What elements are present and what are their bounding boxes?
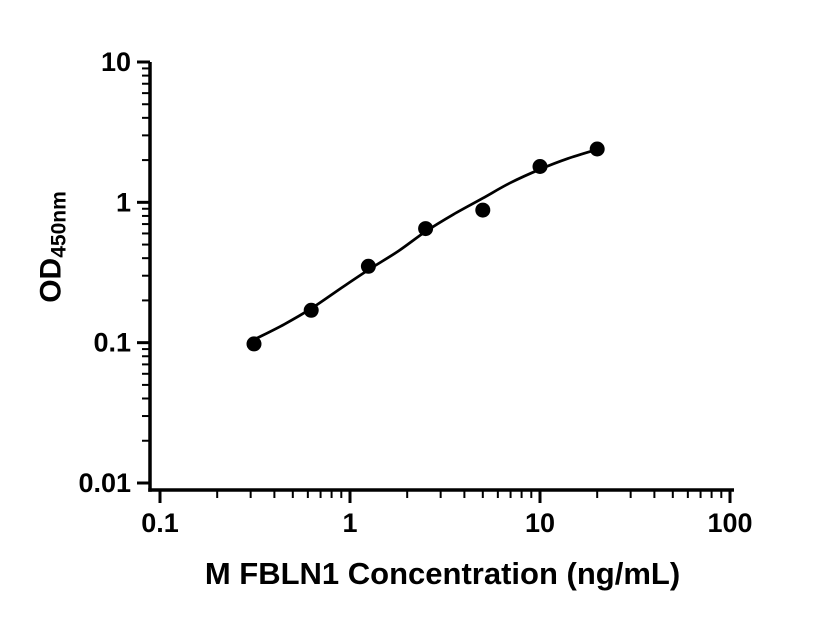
y-axis-title-subscript: 450nm [47,191,71,258]
data-point [418,221,434,237]
data-point [475,202,491,218]
data-point [589,141,605,157]
x-tick-label: 0.1 [141,508,179,538]
y-tick-label: 0.1 [93,328,131,358]
y-tick-label: 10 [101,47,131,77]
x-tick-label: 10 [525,508,555,538]
y-tick-label: 1 [116,187,131,217]
x-axis-title: M FBLN1 Concentration (ng/mL) [204,556,681,591]
data-point [303,302,319,318]
x-tick-label: 100 [707,508,752,538]
data-point [360,258,376,274]
x-tick-label: 1 [342,508,357,538]
data-point [246,336,262,352]
y-tick-label: 0.01 [78,468,131,498]
y-axis-title-main: OD [34,257,68,303]
data-point [532,159,548,174]
